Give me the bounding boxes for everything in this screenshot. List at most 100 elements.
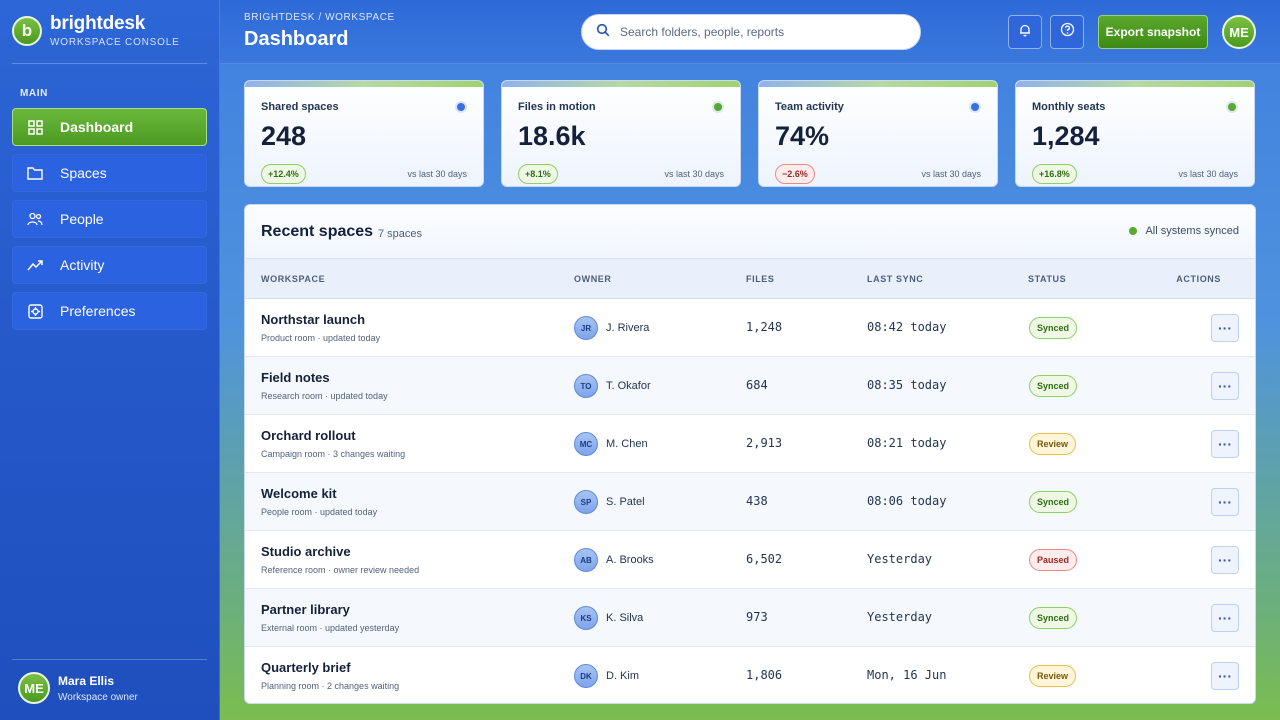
search-bar[interactable] bbox=[581, 14, 921, 50]
status-dot bbox=[712, 101, 724, 113]
stat-card-shared-spaces: Shared spaces 248 +12.4% vs last 30 days bbox=[244, 80, 484, 187]
export-snapshot-button[interactable]: Export snapshot bbox=[1098, 15, 1208, 49]
row-actions-button[interactable]: ··· bbox=[1211, 372, 1239, 400]
status-badge: Synced bbox=[1029, 491, 1078, 513]
status-badge: Review bbox=[1029, 433, 1077, 455]
status-badge: Synced bbox=[1029, 375, 1078, 397]
owner-name: D. Kim bbox=[606, 670, 639, 682]
breadcrumb[interactable]: BRIGHTDESK / WORKSPACE bbox=[244, 12, 395, 23]
last-sync: Yesterday bbox=[867, 610, 933, 624]
stat-change-badge: −2.6% bbox=[775, 164, 815, 184]
sidebar-item-label: Spaces bbox=[60, 165, 107, 181]
table-row[interactable]: Quarterly brief Planning room · 2 change… bbox=[245, 647, 1255, 703]
top-header: BRIGHTDESK / WORKSPACE Dashboard Export … bbox=[220, 0, 1280, 64]
table-row[interactable]: Welcome kit People room · updated today … bbox=[245, 473, 1255, 531]
status-dot bbox=[969, 101, 981, 113]
file-count: 684 bbox=[746, 378, 768, 392]
space-count: 7 spaces bbox=[378, 228, 423, 240]
bell-icon bbox=[1018, 23, 1032, 42]
card-accent bbox=[502, 81, 740, 87]
stat-label: Monthly seats bbox=[1032, 101, 1106, 113]
owner: DK D. Kim bbox=[574, 664, 639, 688]
table-row[interactable]: Orchard rollout Campaign room · 3 change… bbox=[245, 415, 1255, 473]
sidebar-item-dashboard[interactable]: Dashboard bbox=[12, 108, 207, 146]
stat-value: 248 bbox=[261, 121, 307, 151]
brand-subtitle: WORKSPACE CONSOLE bbox=[50, 37, 180, 48]
workspace-meta: External room · updated yesterday bbox=[261, 623, 400, 633]
owner: SP S. Patel bbox=[574, 490, 645, 514]
column-header-workspace[interactable]: WORKSPACE bbox=[261, 274, 326, 284]
current-user[interactable]: ME Mara Ellis Workspace owner bbox=[18, 672, 138, 704]
table-row[interactable]: Studio archive Reference room · owner re… bbox=[245, 531, 1255, 589]
user-role: Workspace owner bbox=[58, 691, 138, 703]
workspace-name[interactable]: Quarterly brief bbox=[261, 660, 351, 675]
workspace-name[interactable]: Northstar launch bbox=[261, 312, 366, 327]
file-count: 2,913 bbox=[746, 436, 783, 450]
brand[interactable]: b brightdesk WORKSPACE CONSOLE bbox=[12, 14, 180, 48]
row-actions-button[interactable]: ··· bbox=[1211, 488, 1239, 516]
workspace-name[interactable]: Studio archive bbox=[261, 544, 351, 559]
column-header-owner[interactable]: OWNER bbox=[574, 274, 612, 284]
table-header: WORKSPACE OWNER FILES LAST SYNC STATUS A… bbox=[245, 259, 1255, 299]
column-header-files[interactable]: FILES bbox=[746, 274, 775, 284]
stat-change-badge: +16.8% bbox=[1032, 164, 1077, 184]
owner: TO T. Okafor bbox=[574, 374, 651, 398]
row-actions-button[interactable]: ··· bbox=[1211, 546, 1239, 574]
sync-status-text: All systems synced bbox=[1145, 225, 1239, 237]
owner-name: S. Patel bbox=[606, 496, 645, 508]
workspace-name[interactable]: Partner library bbox=[261, 602, 350, 617]
table-row[interactable]: Partner library External room · updated … bbox=[245, 589, 1255, 647]
column-header-last-sync[interactable]: LAST SYNC bbox=[867, 274, 924, 284]
workspace-name[interactable]: Orchard rollout bbox=[261, 428, 356, 443]
folder-icon bbox=[27, 165, 43, 181]
table-row[interactable]: Northstar launch Product room · updated … bbox=[245, 299, 1255, 357]
card-accent bbox=[1016, 81, 1254, 87]
sidebar-item-people[interactable]: People bbox=[12, 200, 207, 238]
row-actions-button[interactable]: ··· bbox=[1211, 662, 1239, 690]
column-header-status[interactable]: STATUS bbox=[1028, 274, 1067, 284]
page-title: Dashboard bbox=[244, 28, 349, 50]
notifications-button[interactable] bbox=[1008, 15, 1042, 49]
recent-spaces-panel: Recent spaces 7 spaces All systems synce… bbox=[244, 204, 1256, 704]
help-button[interactable] bbox=[1050, 15, 1084, 49]
gear-icon bbox=[27, 303, 43, 319]
table-row[interactable]: Field notes Research room · updated toda… bbox=[245, 357, 1255, 415]
file-count: 973 bbox=[746, 610, 768, 624]
sync-dot-icon bbox=[1129, 227, 1138, 235]
help-icon bbox=[1060, 22, 1075, 42]
owner-avatar: DK bbox=[574, 664, 598, 688]
owner-avatar: SP bbox=[574, 490, 598, 514]
sidebar-item-label: People bbox=[60, 211, 104, 227]
last-sync: 08:42 today bbox=[867, 320, 947, 334]
sidebar-divider bbox=[12, 63, 207, 64]
owner-name: T. Okafor bbox=[606, 380, 651, 392]
trend-icon bbox=[27, 257, 43, 273]
sidebar-item-preferences[interactable]: Preferences bbox=[12, 292, 207, 330]
user-avatar: ME bbox=[18, 672, 50, 704]
last-sync: 08:21 today bbox=[867, 436, 947, 450]
stat-label: Files in motion bbox=[518, 101, 596, 113]
stat-card-files-in-motion: Files in motion 18.6k +8.1% vs last 30 d… bbox=[501, 80, 741, 187]
row-actions-button[interactable]: ··· bbox=[1211, 314, 1239, 342]
row-actions-button[interactable]: ··· bbox=[1211, 604, 1239, 632]
sidebar-section-label: MAIN bbox=[20, 88, 48, 99]
row-actions-button[interactable]: ··· bbox=[1211, 430, 1239, 458]
status-badge: Synced bbox=[1029, 317, 1078, 339]
sidebar-item-spaces[interactable]: Spaces bbox=[12, 154, 207, 192]
workspace-meta: Campaign room · 3 changes waiting bbox=[261, 449, 406, 459]
owner-avatar: TO bbox=[574, 374, 598, 398]
stat-note: vs last 30 days bbox=[1178, 169, 1238, 179]
sidebar-item-label: Activity bbox=[60, 257, 105, 273]
workspace-meta: Planning room · 2 changes waiting bbox=[261, 681, 400, 691]
search-input[interactable] bbox=[620, 25, 900, 39]
owner: KS K. Silva bbox=[574, 606, 643, 630]
file-count: 6,502 bbox=[746, 552, 783, 566]
header-avatar[interactable]: ME bbox=[1222, 15, 1256, 49]
workspace-name[interactable]: Welcome kit bbox=[261, 486, 337, 501]
sidebar-item-activity[interactable]: Activity bbox=[12, 246, 207, 284]
stat-card-team-activity: Team activity 74% −2.6% vs last 30 days bbox=[758, 80, 998, 187]
workspace-name[interactable]: Field notes bbox=[261, 370, 330, 385]
owner-avatar: MC bbox=[574, 432, 598, 456]
column-header-actions: ACTIONS bbox=[1176, 274, 1221, 284]
sidebar-divider bbox=[12, 659, 207, 660]
